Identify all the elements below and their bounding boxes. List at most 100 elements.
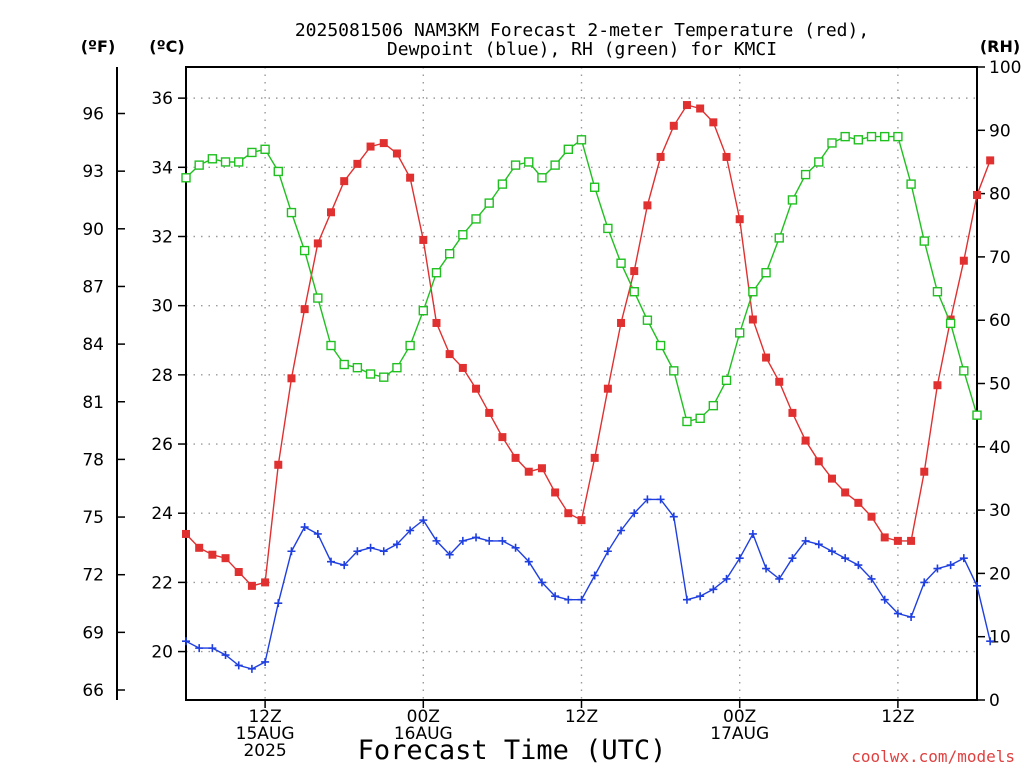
celsius-tick-label: 34 (151, 158, 173, 178)
data-point (564, 595, 573, 604)
x-axis-label: Forecast Time (UTC) (358, 735, 667, 766)
rh-tick-label: 50 (989, 375, 1011, 395)
data-point (867, 574, 876, 583)
data-point (247, 664, 256, 673)
data-point (366, 142, 375, 151)
data-point (603, 384, 612, 393)
data-point (919, 236, 929, 246)
data-point (524, 157, 534, 167)
fahrenheit-tick-label: 66 (82, 681, 104, 701)
data-point (775, 574, 784, 583)
data-point (274, 599, 283, 608)
data-point (220, 157, 231, 167)
data-point (485, 408, 494, 417)
data-point (800, 169, 811, 180)
data-point (801, 436, 810, 445)
data-point (630, 509, 639, 518)
data-point (234, 661, 243, 670)
fahrenheit-tick-label: 84 (82, 335, 104, 355)
rh-axis: 0 10 20 30 40 50 60 70 80 90 100 (977, 58, 1021, 711)
fahrenheit-unit-label: (ºF) (81, 37, 116, 56)
time-tick-label: 12Z (565, 707, 598, 727)
data-point (419, 516, 428, 525)
data-point (524, 557, 533, 566)
data-point (841, 488, 850, 497)
data-point (629, 287, 639, 297)
rh-tick-label: 30 (989, 501, 1011, 521)
fahrenheit-tick-label: 75 (82, 508, 104, 528)
data-point (946, 561, 955, 570)
fahrenheit-axis: 66 69 72 75 78 81 84 87 90 93 96 (82, 105, 125, 701)
data-point (590, 571, 599, 580)
data-point (696, 592, 705, 601)
data-point (827, 138, 837, 148)
rh-tick-label: 60 (989, 311, 1011, 331)
data-point (340, 561, 349, 570)
data-point (933, 564, 942, 573)
data-point (630, 267, 639, 276)
data-point (854, 561, 863, 570)
data-point (352, 362, 363, 373)
data-point (709, 585, 718, 594)
data-point (603, 223, 613, 234)
data-point (339, 359, 349, 370)
data-point (419, 235, 428, 244)
data-point (551, 488, 560, 497)
data-point (643, 495, 652, 504)
data-point (708, 400, 719, 411)
data-point (682, 101, 691, 110)
rh-tick-label: 80 (989, 185, 1011, 205)
data-point (221, 651, 230, 660)
data-point (313, 529, 322, 538)
data-point (287, 374, 296, 383)
data-point (510, 160, 521, 170)
data-point (617, 318, 626, 327)
data-point (182, 637, 190, 646)
data-point (405, 340, 415, 351)
time-tick-label: 00Z (723, 707, 756, 727)
data-point (920, 467, 929, 476)
data-point (920, 578, 929, 587)
data-point (221, 554, 230, 563)
data-point (643, 201, 652, 210)
data-point (696, 104, 705, 113)
data-point (669, 121, 678, 130)
data-point (669, 366, 679, 376)
data-point (933, 381, 942, 390)
data-point (392, 149, 401, 158)
data-point (234, 157, 244, 167)
data-point (485, 536, 494, 545)
data-point (207, 154, 218, 164)
data-point (867, 512, 876, 521)
data-point (577, 595, 586, 604)
data-point (550, 160, 560, 170)
data-point (208, 644, 217, 653)
celsius-tick-label: 28 (151, 366, 173, 386)
data-point (458, 230, 468, 240)
rh-tick-label: 70 (989, 248, 1011, 268)
data-point (814, 540, 823, 549)
data-point (353, 159, 362, 168)
data-point (287, 547, 296, 556)
data-point (458, 363, 467, 372)
celsius-tick-label: 36 (151, 89, 173, 109)
credit-text: coolwx.com/models (851, 747, 1015, 766)
grid-lines (186, 67, 977, 700)
data-point (365, 369, 376, 379)
data-point (418, 306, 428, 316)
celsius-unit-label: (ºC) (149, 37, 184, 56)
data-point (444, 249, 455, 259)
time-tick-label: 12Z (881, 707, 914, 727)
data-point (907, 536, 916, 545)
data-point (854, 498, 863, 507)
data-point (880, 595, 889, 604)
data-point (484, 198, 494, 208)
data-point (472, 384, 481, 393)
data-point (735, 215, 744, 224)
data-point (300, 523, 309, 532)
data-point (617, 526, 626, 535)
time-tick-label: 15AUG (236, 724, 295, 744)
data-point (247, 147, 257, 158)
data-point (748, 315, 757, 324)
